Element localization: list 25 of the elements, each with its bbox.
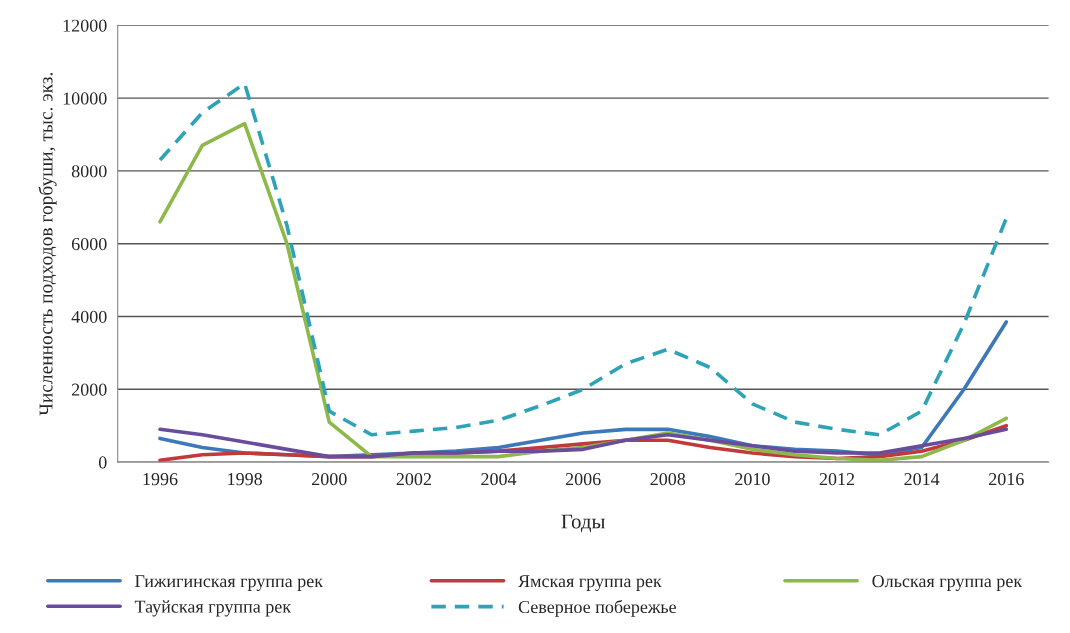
x-tick-label: 2014: [904, 473, 940, 486]
legend-label: Ямская группа рек: [518, 575, 662, 591]
legend-label: Тауйская группа рек: [134, 600, 292, 617]
y-tick-label: 12000: [63, 19, 107, 32]
x-tick-label: 1996: [143, 473, 178, 486]
y-tick-label: 8000: [71, 165, 107, 178]
legend-label: Гижигинская группа рек: [135, 575, 324, 591]
x-axis-title: Годы: [561, 514, 605, 533]
y-tick-label: 2000: [71, 383, 107, 396]
y-tick-label: 10000: [63, 92, 107, 105]
y-tick-label: 4000: [71, 310, 107, 323]
x-tick-label: 2010: [735, 473, 770, 486]
y-axis-title: Численность подходов горбуши, тыс. экз.: [38, 72, 57, 416]
legend-label: Северное побережье: [518, 599, 676, 617]
x-tick-label: 2006: [565, 473, 601, 486]
x-tick-label: 2004: [481, 473, 517, 486]
y-tick-label: 6000: [71, 237, 107, 251]
x-tick-label: 2012: [819, 473, 855, 486]
legend-label: Ольская группа рек: [872, 575, 1023, 591]
x-tick-label: 2000: [312, 473, 347, 486]
x-tick-label: 2002: [396, 473, 431, 486]
x-tick-label: 2016: [989, 473, 1024, 486]
x-tick-label: 2008: [650, 473, 686, 486]
y-tick-label: 0: [98, 456, 107, 469]
x-tick-label: 1998: [228, 473, 263, 486]
